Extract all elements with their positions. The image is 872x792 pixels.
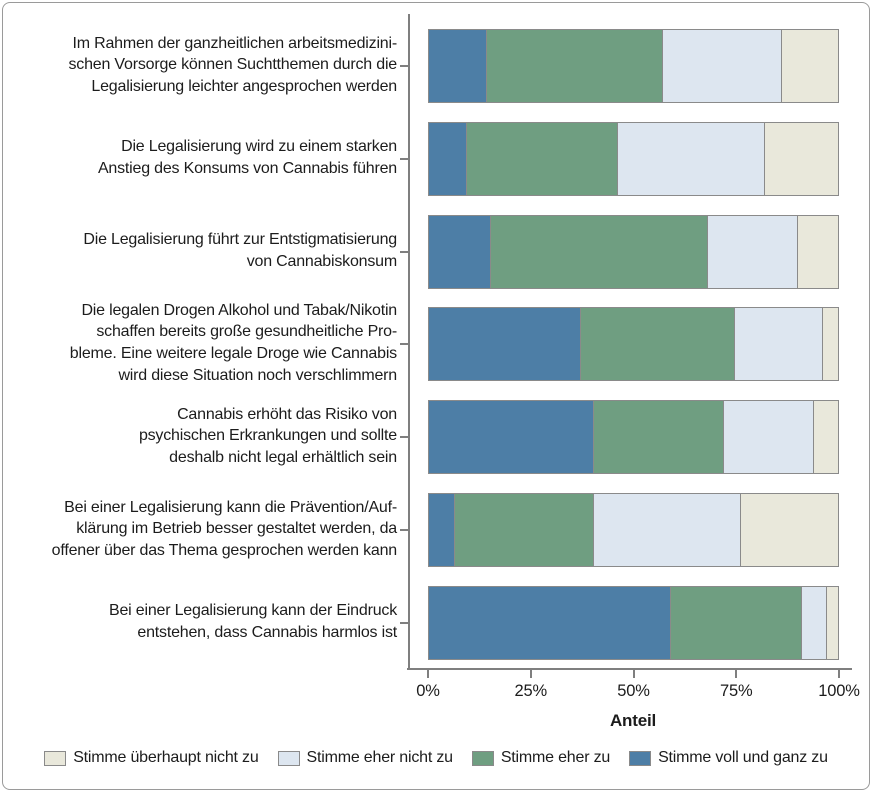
legend-item: Stimme eher zu — [471, 749, 611, 767]
y-axis-tick — [400, 529, 409, 531]
bar-segment — [707, 216, 798, 288]
bar-segment — [723, 401, 814, 473]
bar-segment — [670, 587, 802, 659]
x-axis-line — [407, 668, 852, 670]
category-label: Die Legalisierung führt zur Entstigmatis… — [8, 229, 397, 272]
bar-segment — [580, 308, 734, 380]
bar-segment — [429, 123, 466, 195]
category-label-line: entstehen, dass Cannabis harmlos ist — [137, 623, 397, 641]
bar-segment — [453, 494, 593, 566]
bar-segment — [429, 494, 454, 566]
stacked-bar — [428, 400, 839, 474]
legend-item: Stimme eher nicht zu — [277, 749, 453, 767]
category-label: Cannabis erhöht das Risiko von psychische… — [8, 404, 397, 469]
category-label-line: psychischen Erkrankungen und sollte — [138, 427, 397, 445]
bar-segment — [429, 587, 671, 659]
x-axis-tick — [632, 670, 635, 678]
bar-segment — [429, 308, 581, 380]
bar-segment — [465, 123, 618, 195]
category-label-line: Anstieg des Konsums von Cannabis führen — [97, 159, 397, 177]
legend-label: Stimme eher zu — [500, 749, 611, 766]
y-axis-tick — [400, 436, 409, 438]
category-label-line: schaffen bereits große gesundheitliche P… — [96, 323, 397, 341]
x-axis-tick — [735, 670, 738, 678]
legend-swatch — [44, 750, 67, 766]
stacked-bar — [428, 215, 839, 289]
category-label-line: Legalisierung leichter angesprochen werd… — [91, 77, 397, 95]
bar-segment — [801, 587, 826, 659]
category-label-line: Die legalen Drogen Alkohol und Tabak/Nik… — [81, 301, 397, 319]
category-label-line: Bei einer Legalisierung kann die Prävent… — [64, 498, 397, 516]
bar-segment — [490, 216, 708, 288]
bar-segment — [429, 401, 593, 473]
stacked-bar — [428, 493, 839, 567]
x-axis-tick — [838, 670, 840, 678]
bar-segment — [592, 401, 724, 473]
x-axis-tick-label: 100% — [818, 682, 860, 700]
bar-segment — [821, 308, 838, 380]
category-label-line: Bei einer Legalisierung kann der Eindruc… — [109, 602, 397, 620]
stacked-bar — [428, 122, 839, 196]
category-label-line: schen Vorsorge können Suchtthemen durch … — [68, 56, 397, 74]
legend-label: Stimme eher nicht zu — [306, 749, 453, 766]
y-axis-tick — [400, 251, 409, 253]
category-label: Die Legalisierung wird zu einem starken A… — [8, 136, 397, 179]
bar-segment — [797, 216, 838, 288]
x-axis-tick-label: 50% — [617, 682, 650, 700]
bar-segment — [780, 30, 838, 102]
bar-segment — [429, 30, 487, 102]
y-axis-tick — [400, 158, 409, 160]
category-label-line: klärung im Betrieb besser gestaltet werd… — [76, 520, 397, 538]
y-axis-tick — [400, 622, 409, 624]
legend-swatch — [471, 750, 494, 766]
category-label-line: offener über das Thema gesprochen werden… — [51, 541, 398, 559]
category-label-line: wird diese Situation noch verschlimmern — [118, 366, 397, 384]
category-label: Bei einer Legalisierung kann der Eindruc… — [8, 600, 397, 643]
y-axis-tick — [400, 65, 409, 67]
bar-segment — [825, 587, 838, 659]
legend: Stimme überhaupt nicht zu Stimme eher nic… — [0, 749, 872, 767]
bar-segment — [662, 30, 781, 102]
legend-swatch — [277, 750, 300, 766]
category-label-line: Die Legalisierung führt zur Entstigmatis… — [83, 231, 397, 249]
category-label-line: deshalb nicht legal erhältlich sein — [169, 448, 397, 466]
y-axis-tick — [400, 343, 409, 345]
x-axis-tick-label: 0% — [416, 682, 440, 700]
category-label-line: bleme. Eine weitere legale Droge wie Can… — [69, 344, 397, 362]
category-label-line: Die Legalisierung wird zu einem starken — [121, 138, 397, 156]
category-label-line: Cannabis erhöht das Risiko von — [177, 405, 397, 423]
stacked-bar — [428, 29, 839, 103]
bar-segment — [813, 401, 838, 473]
category-label: Bei einer Legalisierung kann die Prävent… — [8, 497, 398, 562]
bar-segment — [429, 216, 491, 288]
bar-segment — [486, 30, 663, 102]
stacked-bar — [428, 586, 839, 660]
legend-swatch — [629, 750, 652, 766]
category-label-line: Im Rahmen der ganzheitlichen arbeitsmedi… — [72, 34, 398, 52]
x-axis-tick-label: 75% — [720, 682, 753, 700]
x-axis-tick — [427, 670, 429, 678]
bar-segment — [733, 308, 822, 380]
x-axis-tick — [529, 670, 532, 678]
legend-item: Stimme voll und ganz zu — [629, 749, 828, 767]
legend-item: Stimme überhaupt nicht zu — [44, 749, 259, 767]
category-label-line: von Cannabiskonsum — [246, 252, 397, 270]
category-label: Im Rahmen der ganzheitlichen arbeitsmedi… — [8, 33, 397, 98]
bar-segment — [739, 494, 838, 566]
legend-label: Stimme voll und ganz zu — [658, 749, 828, 766]
x-axis-tick-label: 25% — [514, 682, 548, 700]
y-axis-line — [408, 14, 410, 670]
legend-label: Stimme überhaupt nicht zu — [73, 749, 259, 766]
category-label: Die legalen Drogen Alkohol und Tabak/Nik… — [8, 300, 397, 386]
stacked-bar — [428, 307, 839, 381]
bar-segment — [592, 494, 740, 566]
bar-segment — [617, 123, 765, 195]
bar-segment — [764, 123, 838, 195]
x-axis-title: Anteil — [609, 711, 657, 730]
